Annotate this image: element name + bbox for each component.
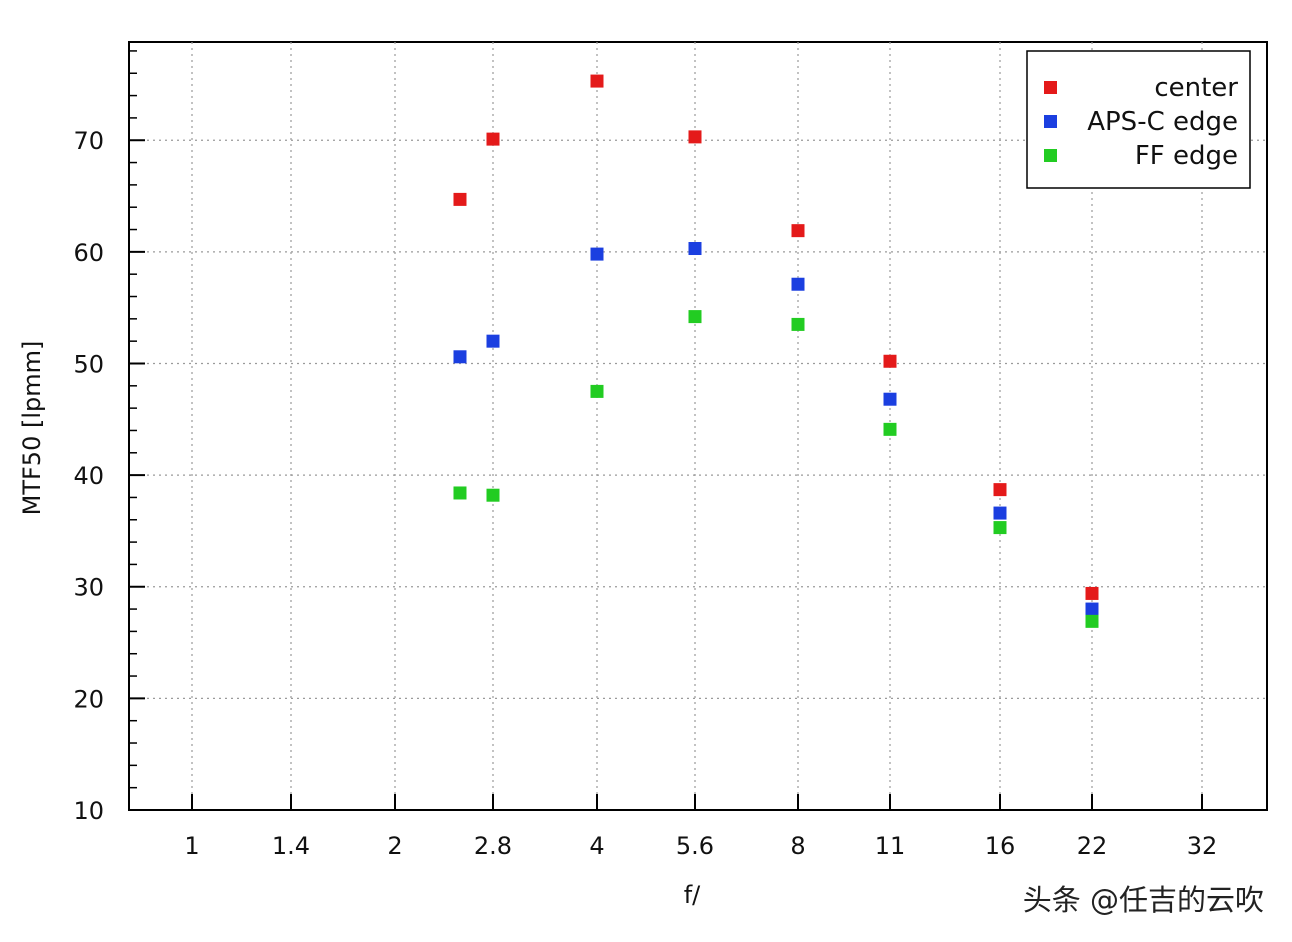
x-tick-label: 4	[589, 832, 604, 860]
x-tick-label: 8	[790, 832, 805, 860]
point-aps-c-edge	[883, 392, 897, 406]
point-aps-c-edge	[590, 247, 604, 261]
point-ff-edge	[486, 488, 500, 502]
point-center	[1085, 586, 1099, 600]
point-aps-c-edge	[791, 277, 805, 291]
x-tick-label: 16	[985, 832, 1016, 860]
x-tick-labels: 1 1.4 2 2.8 4 5.6 8 11 16 22 32	[184, 832, 1217, 860]
y-axis-title: MTF50 [lpmm]	[18, 341, 46, 516]
legend-swatch-center	[1044, 81, 1057, 94]
y-tick-label: 60	[73, 239, 104, 267]
axis-ticks	[129, 50, 1203, 811]
point-aps-c-edge	[993, 506, 1007, 520]
x-tick-label: 1	[184, 832, 199, 860]
y-tick-label: 50	[73, 350, 104, 378]
point-ff-edge	[883, 422, 897, 436]
point-ff-edge	[590, 384, 604, 398]
data-points	[453, 74, 1099, 628]
point-center	[590, 74, 604, 88]
point-ff-edge	[791, 317, 805, 331]
point-center	[453, 192, 467, 206]
x-tick-label: 11	[875, 832, 906, 860]
y-tick-labels: 10 20 30 40 50 60 70	[73, 127, 104, 825]
legend-label-aps-c-edge: APS-C edge	[1087, 107, 1238, 137]
y-tick-label: 20	[73, 685, 104, 713]
legend-items: center APS-C edge FF edge	[1044, 73, 1238, 171]
x-tick-label: 2.8	[474, 832, 512, 860]
x-tick-label: 5.6	[676, 832, 714, 860]
legend-label-ff-edge: FF edge	[1135, 141, 1238, 171]
legend-label-center: center	[1154, 73, 1238, 103]
point-aps-c-edge	[486, 334, 500, 348]
point-aps-c-edge	[688, 242, 702, 256]
point-ff-edge	[453, 486, 467, 500]
y-tick-label: 10	[73, 797, 104, 825]
legend-swatch-ff-edge	[1044, 149, 1057, 162]
y-tick-label: 70	[73, 127, 104, 155]
point-aps-c-edge	[453, 350, 467, 364]
watermark-text: 头条 @任吉的云吹	[1023, 883, 1264, 917]
x-tick-label: 1.4	[272, 832, 310, 860]
x-tick-label: 2	[387, 832, 402, 860]
x-tick-label: 22	[1077, 832, 1108, 860]
point-ff-edge	[688, 310, 702, 324]
point-center	[993, 483, 1007, 497]
legend-swatch-aps-c-edge	[1044, 115, 1057, 128]
legend: center APS-C edge FF edge	[1026, 50, 1251, 189]
point-center	[883, 354, 897, 368]
point-ff-edge	[1085, 614, 1099, 628]
point-center	[791, 224, 805, 238]
x-tick-label: 32	[1187, 832, 1218, 860]
point-aps-c-edge	[1085, 602, 1099, 616]
point-center	[486, 132, 500, 146]
y-tick-label: 40	[73, 462, 104, 490]
legend-box	[1026, 50, 1251, 189]
x-axis-title: f/	[684, 881, 701, 909]
point-center	[688, 130, 702, 144]
point-ff-edge	[993, 521, 1007, 535]
y-tick-label: 30	[73, 574, 104, 602]
